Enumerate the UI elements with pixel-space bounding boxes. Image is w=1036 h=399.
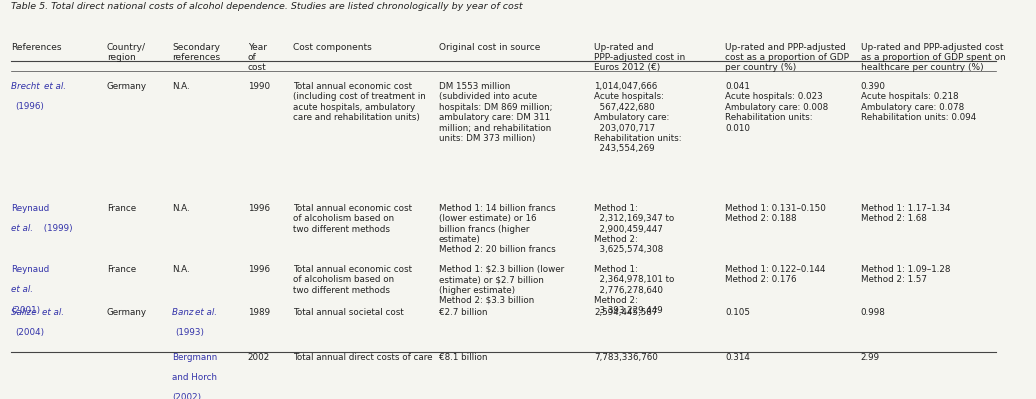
Text: Year
of
cost: Year of cost [248,43,266,72]
Text: Reynaud: Reynaud [11,204,50,213]
Text: Method 1: 0.122–0.144
Method 2: 0.176: Method 1: 0.122–0.144 Method 2: 0.176 [725,265,826,284]
Text: 0.041
Acute hospitals: 0.023
Ambulatory care: 0.008
Rehabilitation units:
0.010: 0.041 Acute hospitals: 0.023 Ambulatory … [725,82,828,132]
Text: and Horch: and Horch [172,373,218,382]
Text: France: France [107,204,136,213]
Text: et al.: et al. [196,308,218,317]
Text: €2.7 billion: €2.7 billion [438,308,487,317]
Text: Reynaud: Reynaud [11,265,50,274]
Text: 0.390
Acute hospitals: 0.218
Ambulatory care: 0.078
Rehabilitation units: 0.094: 0.390 Acute hospitals: 0.218 Ambulatory … [861,82,976,122]
Text: Banz: Banz [172,308,197,317]
Text: Method 1: 14 billion francs
(lower estimate) or 16
billion francs (higher
estima: Method 1: 14 billion francs (lower estim… [438,204,555,255]
Text: et al.: et al. [11,285,33,294]
Text: Total annual direct costs of care: Total annual direct costs of care [293,353,432,361]
Text: 0.314: 0.314 [725,353,750,361]
Text: (2002): (2002) [172,393,201,399]
Text: Up-rated and PPP-adjusted
cost as a proportion of GDP
per country (%): Up-rated and PPP-adjusted cost as a prop… [725,43,848,72]
Text: (2004): (2004) [16,328,45,337]
Text: N.A.: N.A. [172,82,190,91]
Text: Total annual economic cost
(including cost of treatment in
acute hospitals, ambu: Total annual economic cost (including co… [293,82,426,122]
Text: DM 1553 million
(subdivided into acute
hospitals: DM 869 million;
ambulatory car: DM 1553 million (subdivided into acute h… [438,82,552,143]
Text: Cost components: Cost components [293,43,372,51]
Text: Up-rated and
PPP-adjusted cost in
Euros 2012 (€): Up-rated and PPP-adjusted cost in Euros … [595,43,686,72]
Text: 2002: 2002 [248,353,269,361]
Text: Country/
region: Country/ region [107,43,146,62]
Text: (1993): (1993) [175,328,204,337]
Text: Germany: Germany [107,308,147,317]
Text: Secondary
references: Secondary references [172,43,221,62]
Text: References: References [11,43,62,51]
Text: Method 1: 0.131–0.150
Method 2: 0.188: Method 1: 0.131–0.150 Method 2: 0.188 [725,204,826,223]
Text: 0.998: 0.998 [861,308,886,317]
Text: Bergmann: Bergmann [172,353,218,361]
Text: 1996: 1996 [248,204,269,213]
Text: Salize: Salize [11,308,39,317]
Text: Method 1:
  2,312,169,347 to
  2,900,459,447
Method 2:
  3,625,574,308: Method 1: 2,312,169,347 to 2,900,459,447… [595,204,674,255]
Text: N.A.: N.A. [172,204,190,213]
Text: 1989: 1989 [248,308,269,317]
Text: et al.: et al. [41,308,63,317]
Text: Total annual economic cost
of alcoholism based on
two different methods: Total annual economic cost of alcoholism… [293,265,411,294]
Text: et al.: et al. [44,82,65,91]
Text: 2,594,445,587: 2,594,445,587 [595,308,658,317]
Text: (1996): (1996) [16,103,45,111]
Text: 7,783,336,760: 7,783,336,760 [595,353,658,361]
Text: 2.99: 2.99 [861,353,880,361]
Text: Method 1: 1.09–1.28
Method 2: 1.57: Method 1: 1.09–1.28 Method 2: 1.57 [861,265,950,284]
Text: 1990: 1990 [248,82,269,91]
Text: Total annual economic cost
of alcoholism based on
two different methods: Total annual economic cost of alcoholism… [293,204,411,234]
Text: Up-rated and PPP-adjusted cost
as a proportion of GDP spent on
healthcare per co: Up-rated and PPP-adjusted cost as a prop… [861,43,1005,72]
Text: (1999): (1999) [40,224,73,233]
Text: €8.1 billion: €8.1 billion [438,353,487,361]
Text: 1996: 1996 [248,265,269,274]
Text: Germany: Germany [107,82,147,91]
Text: N.A.: N.A. [172,265,190,274]
Text: Brecht: Brecht [11,82,42,91]
Text: Method 1: $2.3 billion (lower
estimate) or $2.7 billion
(higher estimate)
Method: Method 1: $2.3 billion (lower estimate) … [438,265,564,305]
Text: Method 1:
  2,364,978,101 to
  2,776,278,640
Method 2:
  3,393,229,449: Method 1: 2,364,978,101 to 2,776,278,640… [595,265,674,315]
Text: 1,014,047,666
Acute hospitals:
  567,422,680
Ambulatory care:
  203,070,717
Reha: 1,014,047,666 Acute hospitals: 567,422,6… [595,82,682,154]
Text: France: France [107,265,136,274]
Text: 0.105: 0.105 [725,308,750,317]
Text: Method 1: 1.17–1.34
Method 2: 1.68: Method 1: 1.17–1.34 Method 2: 1.68 [861,204,950,223]
Text: Table 5. Total direct national costs of alcohol dependence. Studies are listed c: Table 5. Total direct national costs of … [11,2,523,12]
Text: et al.: et al. [11,224,33,233]
Text: Total annual societal cost: Total annual societal cost [293,308,404,317]
Text: Original cost in source: Original cost in source [438,43,540,51]
Text: (2001): (2001) [11,306,40,315]
